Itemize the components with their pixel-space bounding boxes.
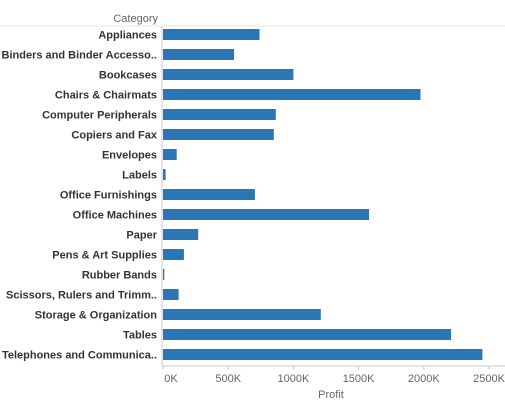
category-label-5: Copiers and Fax [71,130,157,142]
x-tick-label-0: 0K [164,373,178,385]
category-label-6: Envelopes [102,150,157,162]
bar-16 [163,349,483,360]
category-label-15: Tables [123,330,157,342]
category-label-9: Office Machines [73,210,157,222]
category-header: Category [113,13,158,25]
x-tick-label-4: 2000K [408,373,440,385]
category-label-1: Binders and Binder Accesso.. [2,50,157,62]
category-label-16: Telephones and Communica.. [2,350,157,362]
category-label-7: Labels [122,170,157,182]
bar-12 [163,269,165,280]
category-label-12: Rubber Bands [82,270,157,282]
bar-9 [163,209,369,220]
category-label-13: Scissors, Rulers and Trimm.. [6,290,157,302]
category-label-14: Storage & Organization [35,310,158,322]
category-label-10: Paper [126,230,157,242]
bar-1 [163,49,235,60]
x-tick-label-2: 1000K [277,373,309,385]
bar-3 [163,89,421,100]
category-labels-group: Appliances Binders and Binder Accesso.. Bo… [2,30,158,362]
category-label-0: Appliances [98,30,157,42]
bar-10 [163,229,199,240]
x-ticks-group: 0K 500K 1000K 1500K 2000K 2500K [162,366,505,385]
bar-4 [163,109,276,120]
category-label-4: Computer Peripherals [42,110,157,122]
bar-13 [163,289,179,300]
x-tick-label-1: 500K [215,373,241,385]
x-tick-label-5: 2500K [473,373,505,385]
bar-5 [163,129,274,140]
bar-2 [163,69,294,80]
bar-15 [163,329,452,340]
category-label-8: Office Furnishings [60,190,157,202]
x-axis-title: Profit [318,389,344,401]
category-label-3: Chairs & Chairmats [55,90,157,102]
bar-11 [163,249,184,260]
bar-7 [163,169,166,180]
bar-0 [163,29,260,40]
bar-14 [163,309,321,320]
category-label-11: Pens & Art Supplies [52,250,157,262]
category-label-2: Bookcases [99,70,157,82]
bar-8 [163,189,255,200]
x-tick-label-3: 1500K [343,373,375,385]
bar-6 [163,149,177,160]
bars-group [163,29,483,360]
